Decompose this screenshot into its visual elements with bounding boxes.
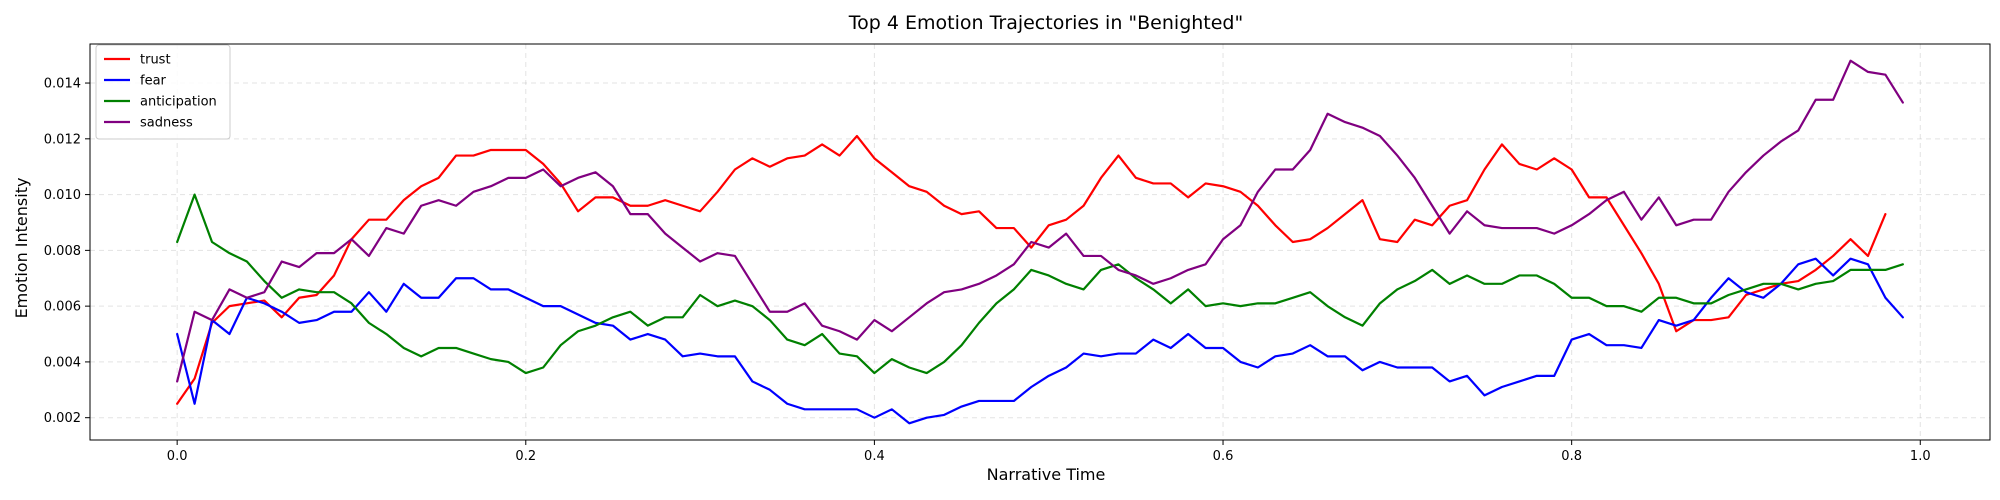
- x-tick-label: 0.0: [167, 449, 188, 464]
- y-tick-label: 0.002: [44, 411, 81, 426]
- x-axis-ticks: 0.0 0.2 0.4 0.6 0.8 1.0: [167, 440, 1931, 464]
- y-axis-label: Emotion Intensity: [12, 178, 31, 319]
- series-line-fear: [176, 257, 1904, 425]
- y-tick-label: 0.010: [44, 188, 81, 203]
- legend-label-trust: trust: [140, 53, 171, 68]
- legend-label-anticipation: anticipation: [140, 95, 217, 110]
- y-tick-label: 0.004: [44, 355, 81, 370]
- series-lines: [176, 59, 1904, 425]
- legend-box: [95, 44, 231, 140]
- series-line-anticipation: [176, 193, 1904, 375]
- y-axis-ticks: 0.002 0.004 0.006 0.008 0.010 0.012 0.014: [44, 77, 90, 426]
- y-tick-label: 0.006: [44, 300, 81, 315]
- legend: trust fear anticipation sadness: [95, 44, 231, 140]
- x-tick-label: 0.2: [515, 449, 536, 464]
- y-tick-label: 0.012: [44, 132, 81, 147]
- x-tick-label: 0.6: [1213, 449, 1234, 464]
- x-tick-label: 0.8: [1561, 449, 1582, 464]
- x-tick-label: 1.0: [1910, 449, 1931, 464]
- series-line-trust: [176, 134, 1887, 405]
- legend-label-sadness: sadness: [140, 116, 193, 131]
- plot-area-frame: [89, 43, 1991, 441]
- legend-label-fear: fear: [140, 74, 167, 89]
- y-tick-label: 0.014: [44, 77, 81, 92]
- chart-title: Top 4 Emotion Trajectories in "Benighted…: [848, 12, 1243, 34]
- y-tick-label: 0.008: [44, 244, 81, 259]
- grid: [90, 44, 1990, 440]
- x-tick-label: 0.4: [864, 449, 885, 464]
- x-axis-label: Narrative Time: [987, 465, 1106, 484]
- series-line-sadness: [176, 59, 1904, 383]
